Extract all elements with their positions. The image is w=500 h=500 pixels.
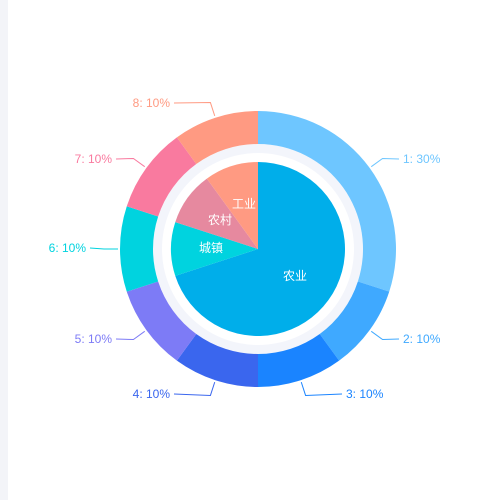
leader-line-4 — [173, 381, 216, 396]
outer-slice-5[interactable] — [126, 281, 197, 361]
leader-line-6 — [89, 247, 118, 250]
outer-slice-1[interactable] — [258, 111, 396, 292]
outer-label-7: 7: 10% — [75, 152, 113, 166]
inner-label-2: 城镇 — [199, 241, 223, 255]
outer-slice-8[interactable] — [176, 111, 258, 165]
inner-slice-2[interactable] — [171, 222, 258, 276]
outer-label-5: 5: 10% — [75, 332, 113, 346]
inner-slice-4[interactable] — [206, 162, 258, 249]
leader-line-1 — [370, 157, 400, 168]
outer-label-8: 8: 10% — [133, 96, 171, 110]
outer-label-4: 4: 10% — [133, 387, 171, 401]
outer-slice-3[interactable] — [258, 333, 340, 388]
leader-line-8 — [173, 102, 216, 117]
side-strip — [0, 0, 8, 500]
outer-label-1: 1: 30% — [403, 152, 441, 166]
outer-label-3: 3: 10% — [346, 387, 384, 401]
outer-slice-6[interactable] — [120, 206, 159, 292]
outer-slice-2[interactable] — [319, 281, 390, 361]
leader-line-7 — [115, 157, 146, 168]
leader-line-5 — [115, 330, 146, 341]
inner-label-1: 农业 — [283, 269, 307, 283]
inner-slice-1[interactable] — [175, 162, 345, 336]
leader-line-3 — [300, 381, 343, 396]
leader-line-2 — [370, 330, 400, 341]
outer-label-2: 2: 10% — [403, 332, 441, 346]
outer-label-6: 6: 10% — [49, 241, 87, 255]
inner-label-4: 工业 — [232, 197, 256, 211]
inner-slice-3[interactable] — [175, 178, 258, 249]
inner-label-3: 农村 — [208, 213, 232, 227]
outer-slice-4[interactable] — [176, 333, 258, 388]
outer-slice-7[interactable] — [126, 137, 197, 217]
